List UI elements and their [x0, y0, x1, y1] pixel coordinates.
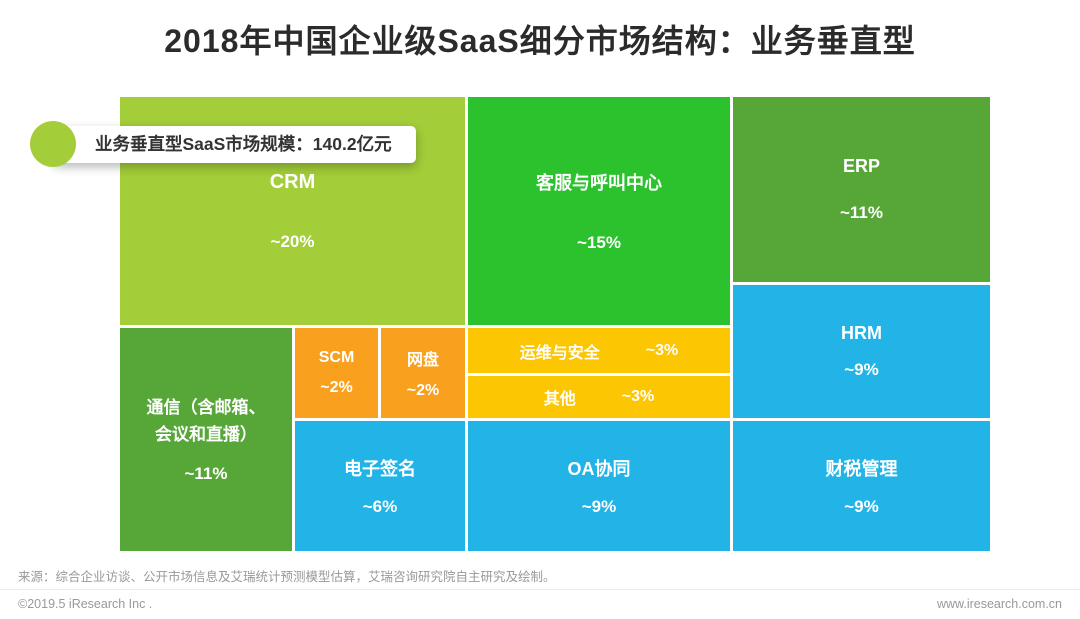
- tile-label: CRM: [269, 170, 316, 193]
- tile-esignature: 电子签名 ~6%: [295, 421, 465, 551]
- tile-scm: SCM ~2%: [295, 328, 378, 418]
- tile-label: 电子签名: [344, 459, 416, 479]
- tile-share: ~9%: [581, 497, 617, 516]
- tile-finance-tax: 财税管理 ~9%: [733, 421, 990, 551]
- tile-customer-service: 客服与呼叫中心 ~15%: [468, 97, 730, 325]
- tile-others: 其他 ~3%: [468, 376, 730, 418]
- tile-share: ~9%: [844, 360, 879, 379]
- tile-label: 通信（含邮箱、 会议和直播）: [146, 398, 266, 444]
- tile-label: 运维与安全: [519, 344, 600, 362]
- tile-share: ~9%: [844, 497, 879, 516]
- source-note: 来源：综合企业访谈、公开市场信息及艾瑞统计预测模型估算，艾瑞咨询研究院自主研究及…: [18, 570, 556, 584]
- tile-label: 客服与呼叫中心: [536, 173, 662, 193]
- copyright: ©2019.5 iResearch Inc .: [18, 597, 153, 611]
- tile-communication: 通信（含邮箱、 会议和直播） ~11%: [120, 328, 292, 551]
- market-size-badge: 业务垂直型SaaS市场规模：140.2亿元: [30, 121, 416, 167]
- footer-divider: [0, 589, 1080, 590]
- tile-share: ~2%: [406, 382, 440, 399]
- website-url: www.iresearch.com.cn: [936, 597, 1062, 611]
- tile-share: ~3%: [645, 341, 679, 359]
- market-size-label: 业务垂直型SaaS市场规模：140.2亿元: [53, 125, 416, 163]
- tile-label: 网盘: [406, 352, 439, 369]
- tile-share: ~20%: [270, 231, 315, 251]
- treemap-chart: CRM ~20% 客服与呼叫中心 ~15% ERP ~11% HRM ~9% 通…: [120, 97, 990, 551]
- tile-label: 财税管理: [825, 459, 898, 479]
- tile-label: OA协同: [567, 459, 631, 479]
- tile-label: SCM: [318, 349, 355, 366]
- tile-label: 其他: [543, 391, 576, 408]
- tile-share: ~3%: [621, 388, 655, 405]
- tile-erp: ERP ~11%: [733, 97, 990, 282]
- tile-ops-security: 运维与安全 ~3%: [468, 328, 730, 373]
- tile-netdisk: 网盘 ~2%: [381, 328, 465, 418]
- tile-hrm: HRM ~9%: [733, 285, 990, 418]
- badge-dot-icon: [30, 121, 76, 167]
- tile-share: ~6%: [362, 497, 398, 516]
- tile-oa-collaboration: OA协同 ~9%: [468, 421, 730, 551]
- tile-share: ~15%: [577, 233, 621, 252]
- tile-share: ~2%: [320, 379, 353, 396]
- page-title: 2018年中国企业级SaaS细分市场结构：业务垂直型: [164, 23, 916, 59]
- tile-share: ~11%: [839, 203, 883, 222]
- tile-label: ERP: [842, 156, 880, 176]
- tile-share: ~11%: [184, 463, 228, 483]
- tile-label: HRM: [841, 323, 882, 343]
